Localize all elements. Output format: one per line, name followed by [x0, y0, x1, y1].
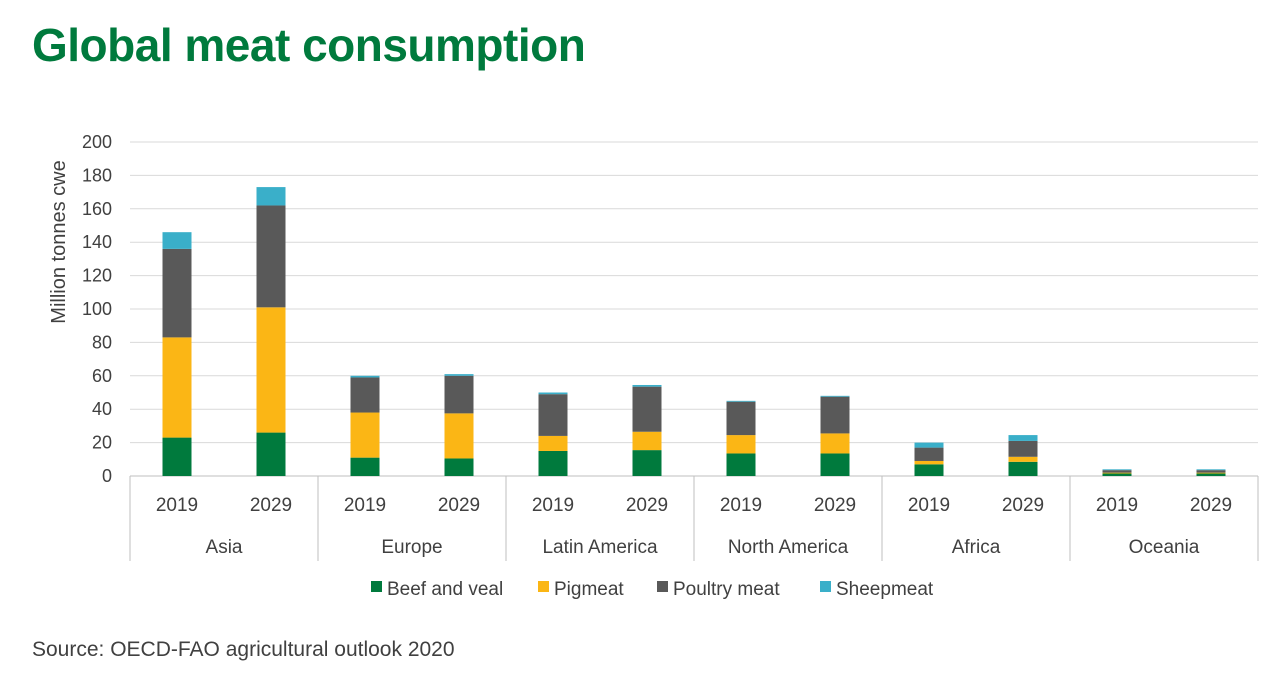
y-tick-label: 100 [82, 299, 112, 319]
bar-segment [820, 453, 850, 476]
group-label: Europe [381, 537, 442, 558]
x-tick-label: 2029 [250, 495, 292, 516]
x-tick-label: 2029 [626, 495, 668, 516]
group-label: Asia [206, 537, 243, 558]
bar-segment [914, 464, 944, 476]
bar-segment [256, 307, 286, 433]
legend-swatch [538, 581, 549, 592]
bar-segment [162, 437, 192, 476]
bar-segment [538, 394, 568, 436]
bar-segment [1196, 473, 1226, 476]
group-label: North America [728, 537, 849, 558]
bar-segment [914, 442, 944, 448]
bar-segment [632, 450, 662, 476]
y-tick-label: 180 [82, 165, 112, 185]
bar-segment [726, 453, 756, 476]
bar-segment [820, 433, 850, 454]
bar-segment [256, 432, 286, 476]
y-tick-label: 0 [102, 466, 112, 486]
x-tick-label: 2019 [908, 495, 950, 516]
bar-segment [820, 396, 850, 434]
legend-swatch [657, 581, 668, 592]
bar-segment [1008, 456, 1038, 462]
x-tick-label: 2019 [720, 495, 762, 516]
bar-segment [350, 412, 380, 458]
gridlines [130, 141, 1258, 477]
y-tick-label: 40 [92, 399, 112, 419]
bar-segment [726, 401, 756, 436]
legend-label: Poultry meat [673, 579, 780, 600]
legend-swatch [371, 581, 382, 592]
y-tick-label: 200 [82, 132, 112, 152]
legend-label: Beef and veal [387, 579, 503, 600]
y-tick-label: 160 [82, 199, 112, 219]
bars [162, 187, 1226, 476]
x-tick-label: 2019 [1096, 495, 1138, 516]
bar-segment [1102, 473, 1132, 476]
source-note: Source: OECD-FAO agricultural outlook 20… [32, 638, 455, 661]
bar-segment [256, 205, 286, 308]
bar-segment [1102, 470, 1132, 473]
legend-swatch [820, 581, 831, 592]
bar-segment [632, 431, 662, 451]
x-tick-label: 2029 [1190, 495, 1232, 516]
bar-segment [1008, 435, 1038, 441]
page-title: Global meat consumption [32, 19, 586, 71]
bar-segment [726, 435, 756, 454]
bar-segment [1102, 472, 1132, 474]
x-tick-label: 2019 [532, 495, 574, 516]
bar-segment [444, 375, 474, 414]
legend-label: Sheepmeat [836, 579, 934, 600]
bar-segment [538, 392, 568, 395]
y-tick-label: 140 [82, 232, 112, 252]
legend: Beef and veal Pigmeat Poultry meat Sheepmea… [371, 579, 934, 600]
bar-segment [350, 375, 380, 378]
y-axis-ticks: 0 20 40 60 80 100 120 140 160 180 200 [82, 132, 112, 486]
y-tick-label: 120 [82, 266, 112, 286]
bar-segment [914, 447, 944, 461]
bar-segment [444, 458, 474, 476]
bar-segment [538, 435, 568, 451]
y-axis-label: Million tonnes cwe [48, 160, 70, 323]
bar-segment [632, 386, 662, 432]
group-label: Africa [952, 537, 1001, 558]
x-tick-label: 2019 [156, 495, 198, 516]
bar-segment [726, 400, 756, 402]
bar-segment [444, 413, 474, 459]
bar-segment [820, 395, 850, 397]
group-label: Latin America [542, 537, 658, 558]
bar-segment [914, 460, 944, 465]
bar-segment [1008, 461, 1038, 476]
bar-segment [162, 337, 192, 438]
group-label: Oceania [1129, 537, 1200, 558]
x-tick-label: 2029 [438, 495, 480, 516]
bar-segment [1196, 470, 1226, 473]
bar-segment [1008, 440, 1038, 457]
bar-segment [350, 457, 380, 476]
bar-segment [162, 232, 192, 249]
x-tick-label: 2019 [344, 495, 386, 516]
y-tick-label: 20 [92, 433, 112, 453]
bar-segment [1196, 469, 1226, 471]
x-tick-label: 2029 [814, 495, 856, 516]
bar-segment [1102, 469, 1132, 471]
y-tick-label: 80 [92, 332, 112, 352]
x-axis: 2019 2029 2019 2029 2019 2029 2019 2029 2019 2029… [129, 476, 1259, 561]
bar-segment [632, 384, 662, 387]
legend-label: Pigmeat [554, 579, 624, 600]
y-tick-label: 60 [92, 366, 112, 386]
bar-segment [1196, 472, 1226, 474]
bar-segment [350, 377, 380, 413]
bar-segment [256, 187, 286, 206]
bar-segment [444, 374, 474, 376]
x-tick-label: 2029 [1002, 495, 1044, 516]
bar-segment [538, 450, 568, 476]
bar-segment [162, 248, 192, 338]
